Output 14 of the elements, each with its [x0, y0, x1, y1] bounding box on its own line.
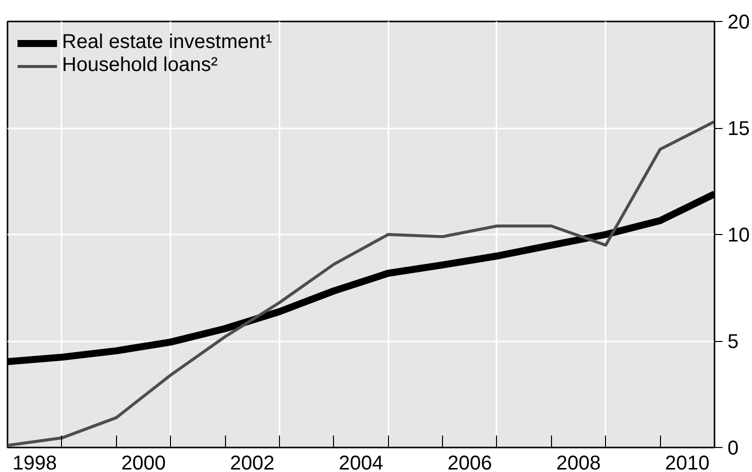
- x-tick-label: 2010: [665, 452, 710, 472]
- y-tick-label: 0: [728, 438, 739, 460]
- y-tick-label: 5: [728, 331, 739, 353]
- x-tick-label: 2002: [230, 452, 274, 472]
- legend-label: Household loans²: [62, 54, 218, 77]
- legend-label: Real estate investment¹: [62, 31, 272, 54]
- y-tick-label: 20: [728, 12, 750, 34]
- x-tick-label: 2000: [121, 452, 166, 472]
- x-tick-label: 2004: [338, 452, 384, 472]
- y-tick-label: 10: [728, 224, 750, 246]
- x-tick-label: 2008: [556, 452, 601, 472]
- x-tick-label: 2006: [448, 452, 492, 472]
- x-tick-label: 1998: [12, 452, 57, 472]
- y-tick-label: 15: [728, 118, 750, 140]
